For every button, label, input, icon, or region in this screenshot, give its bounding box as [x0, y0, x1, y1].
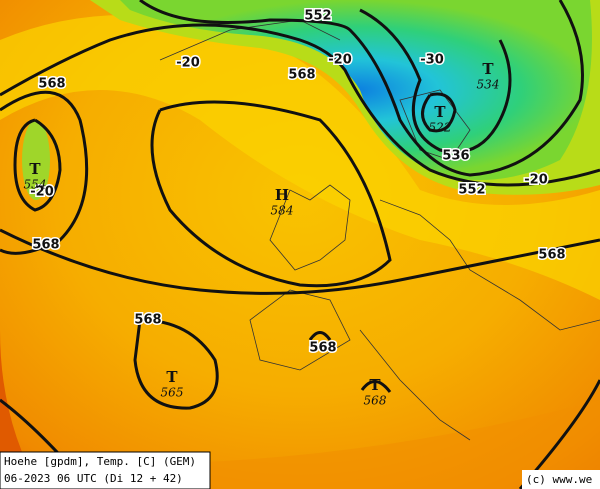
contour-label: 568 — [538, 248, 565, 263]
contour-label: 568 — [32, 238, 59, 253]
contour-label: 568 — [309, 341, 336, 356]
contour-label: 536 — [442, 149, 469, 164]
contour-label: -30 — [420, 53, 444, 68]
legend-line: 06-2023 06 UTC (Di 12 + 42) — [4, 472, 183, 485]
legend-box — [0, 451, 211, 489]
contour-label: 568 — [38, 77, 65, 92]
credit: (c) www.we — [526, 473, 592, 486]
pressure-value: 565 — [161, 386, 184, 400]
credit-box — [522, 470, 600, 489]
pressure-symbol: T — [482, 60, 494, 78]
contour-label: -20 — [524, 173, 548, 188]
contour-label: 552 — [458, 183, 485, 198]
contour-label: 552 — [304, 9, 331, 24]
contour-label: -20 — [328, 53, 352, 68]
legend-line: Hoehe [gpdm], Temp. [C] (GEM) — [4, 455, 196, 468]
pressure-symbol: T — [434, 103, 446, 121]
pressure-value: 534 — [477, 78, 500, 92]
contour-label: 568 — [288, 68, 315, 83]
contour-label: -20 — [30, 185, 54, 200]
pressure-value: 554 — [24, 178, 47, 192]
pressure-symbol: T — [166, 368, 178, 386]
pressure-value: 568 — [364, 394, 387, 408]
contour-label: -20 — [176, 56, 200, 71]
hot-zone — [0, 330, 40, 489]
warm-zone — [0, 15, 600, 300]
pressure-symbol: T — [29, 160, 41, 178]
cool-spot — [22, 120, 50, 200]
pressure-value: 584 — [271, 204, 294, 218]
pressure-value: 522 — [429, 121, 452, 135]
pressure-symbol: H — [275, 186, 289, 204]
contour-label: 568 — [134, 313, 161, 328]
pressure-symbol: T — [369, 376, 381, 394]
cold-zone — [120, 0, 592, 180]
